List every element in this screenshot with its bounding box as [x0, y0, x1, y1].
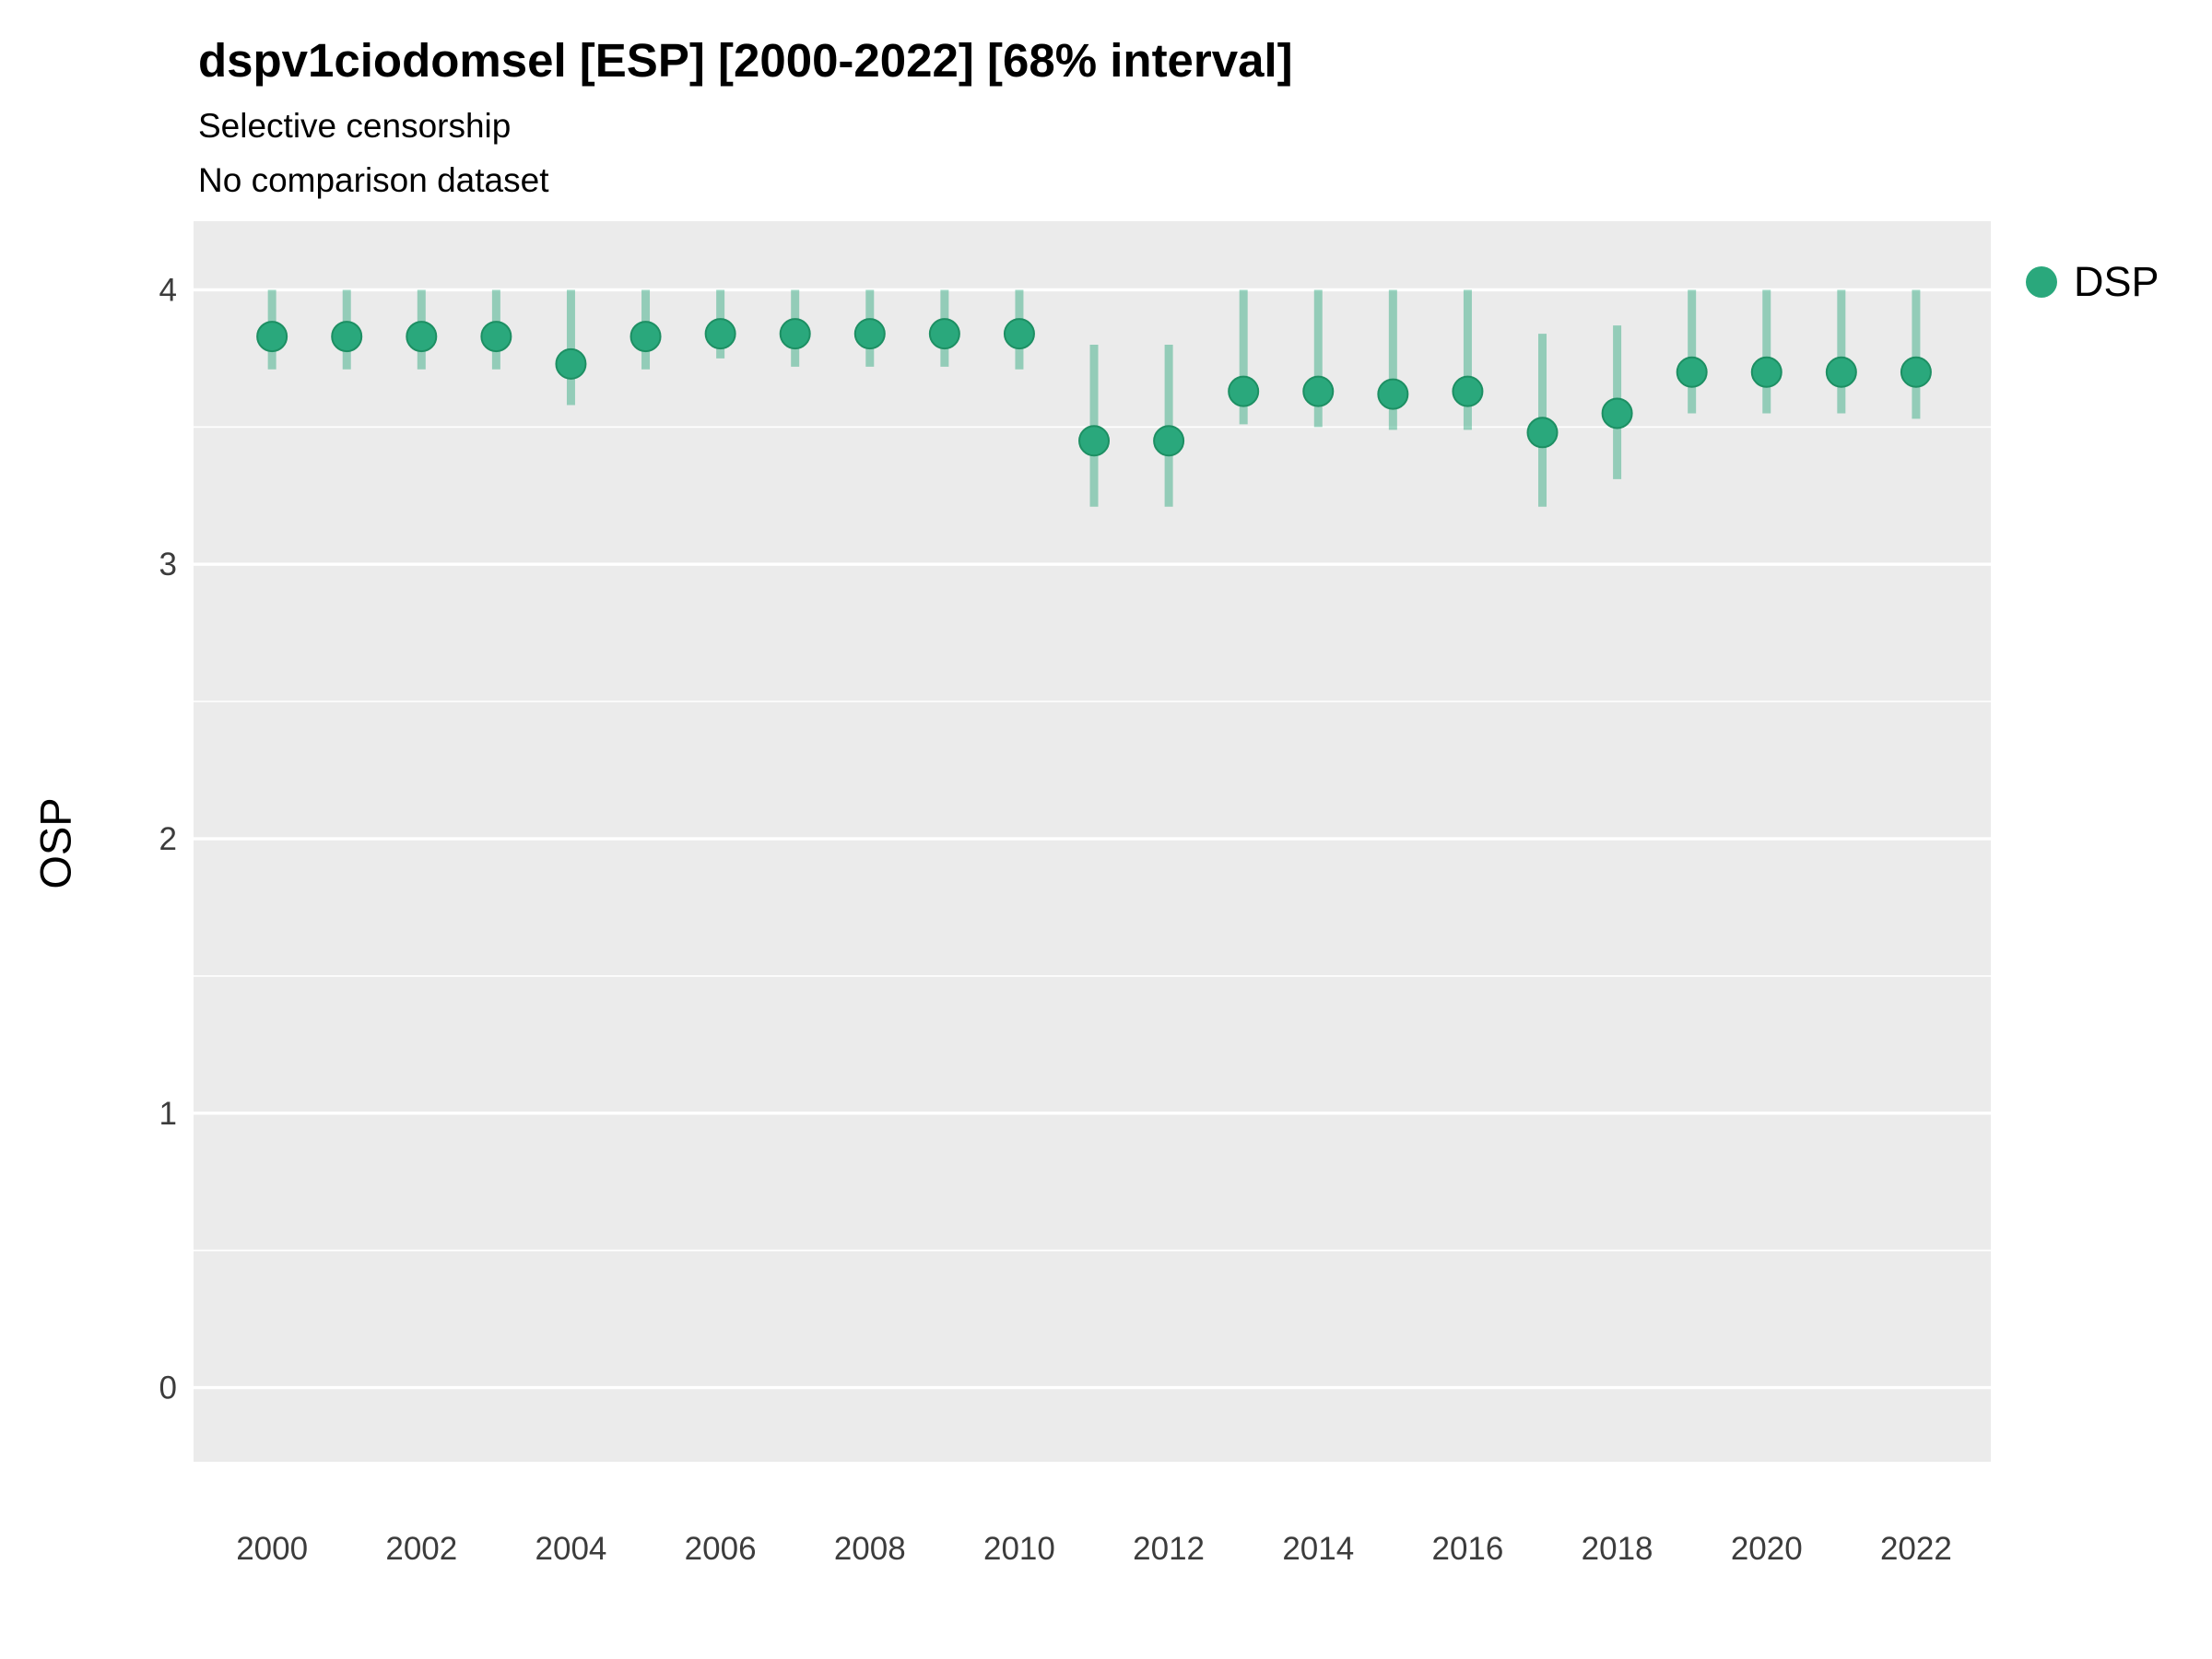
- y-tick-0: 0: [159, 1371, 177, 1406]
- point-2016: [1452, 375, 1484, 407]
- point-2000: [256, 321, 288, 353]
- x-tick-2002: 2002: [385, 1531, 457, 1567]
- x-tick-2010: 2010: [983, 1531, 1055, 1567]
- point-2012: [1153, 425, 1185, 457]
- legend: DSP: [2026, 258, 2159, 306]
- x-tick-2022: 2022: [1880, 1531, 1952, 1567]
- point-2018: [1601, 397, 1633, 429]
- x-tick-2014: 2014: [1282, 1531, 1354, 1567]
- y-tick-4: 4: [159, 272, 177, 308]
- legend-label-dsp: DSP: [2074, 258, 2159, 305]
- point-2013: [1228, 375, 1260, 407]
- y-axis-label: OSP: [30, 797, 80, 889]
- point-2004: [555, 347, 587, 380]
- x-tick-2016: 2016: [1431, 1531, 1503, 1567]
- x-tick-2006: 2006: [685, 1531, 757, 1567]
- x-tick-2004: 2004: [535, 1531, 607, 1567]
- legend-point-icon: [2026, 266, 2057, 298]
- point-2017: [1526, 417, 1559, 449]
- y-tick-3: 3: [159, 547, 177, 582]
- point-2002: [406, 321, 438, 353]
- point-2007: [779, 318, 811, 350]
- x-tick-2018: 2018: [1582, 1531, 1653, 1567]
- point-2003: [480, 321, 512, 353]
- x-tick-2020: 2020: [1731, 1531, 1803, 1567]
- point-2019: [1676, 356, 1708, 388]
- chart-subtitle: Selective censorship: [198, 107, 512, 145]
- point-2006: [704, 318, 736, 350]
- x-tick-2012: 2012: [1133, 1531, 1205, 1567]
- y-tick-1: 1: [159, 1096, 177, 1132]
- point-2011: [1078, 425, 1111, 457]
- point-2010: [1003, 318, 1035, 350]
- x-tick-2008: 2008: [834, 1531, 906, 1567]
- point-2015: [1377, 378, 1409, 410]
- point-2014: [1302, 375, 1335, 407]
- point-2008: [853, 318, 886, 350]
- point-2005: [629, 321, 662, 353]
- point-2001: [331, 321, 363, 353]
- chart-title: dspv1ciodomsel [ESP] [2000-2022] [68% in…: [198, 34, 1293, 87]
- point-2021: [1825, 356, 1857, 388]
- point-2020: [1750, 356, 1783, 388]
- y-tick-2: 2: [159, 821, 177, 857]
- point-2009: [928, 318, 960, 350]
- chart-note: No comparison dataset: [198, 161, 549, 199]
- x-tick-2000: 2000: [236, 1531, 308, 1567]
- point-2022: [1900, 356, 1932, 388]
